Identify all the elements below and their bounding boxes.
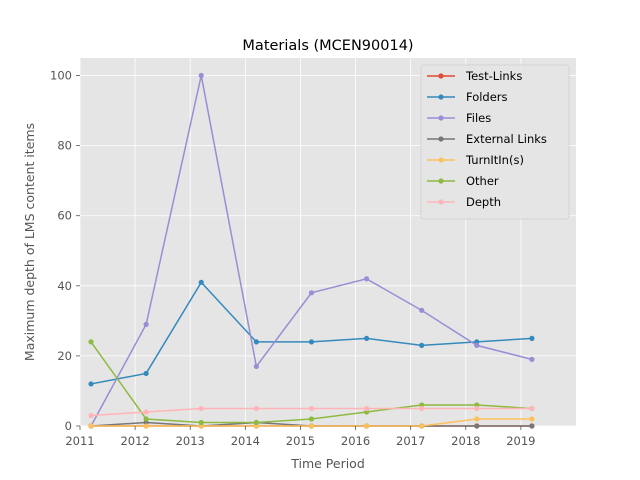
y-tick-label: 40 (57, 279, 72, 293)
series-group (88, 72, 535, 429)
data-point-depth (143, 409, 149, 415)
data-point-files (474, 342, 480, 348)
legend-entry: Files (427, 111, 491, 125)
data-point-files (253, 363, 259, 370)
series-folders (88, 279, 535, 387)
legend-marker (438, 115, 444, 121)
data-point-folders (198, 279, 204, 285)
data-point-files (363, 276, 370, 282)
data-point-depth (529, 405, 535, 412)
legend-entry: External Links (427, 132, 547, 146)
legend-marker (438, 73, 444, 79)
legend-label: External Links (466, 132, 547, 146)
data-point-other (88, 339, 94, 345)
data-point-turnitin-s (529, 416, 535, 422)
x-tick-label: 2016 (341, 434, 370, 448)
data-point-turnitin-s (143, 423, 149, 429)
x-tick-label: 2017 (396, 434, 425, 448)
data-point-folders (253, 339, 259, 345)
legend-entry: Depth (427, 195, 501, 209)
data-point-depth (198, 405, 204, 412)
data-point-folders (363, 335, 370, 341)
data-point-external-links (474, 423, 480, 429)
legend-entry: Other (427, 174, 499, 188)
x-tick-label: 2015 (286, 434, 315, 448)
data-point-folders (308, 339, 315, 345)
x-tick-label: 2018 (451, 434, 480, 448)
legend-label: Files (466, 111, 491, 125)
data-point-folders (529, 335, 535, 341)
series-depth (88, 405, 535, 419)
y-axis-label: Maximum depth of LMS content items (22, 123, 37, 361)
data-point-depth (474, 405, 480, 412)
x-tick-label: 2011 (65, 434, 94, 448)
data-point-depth (308, 405, 315, 412)
data-point-files (143, 321, 149, 327)
data-point-turnitin-s (363, 423, 370, 429)
data-point-other (253, 419, 259, 426)
series-turnitin-s (88, 416, 535, 429)
data-point-other (143, 416, 149, 422)
y-tick-label: 100 (50, 69, 72, 83)
legend-marker (438, 199, 444, 205)
legend-box (420, 64, 570, 220)
x-tick-label: 2012 (120, 434, 149, 448)
legend-entry: Test-Links (427, 69, 522, 83)
x-tick-label: 2019 (506, 434, 535, 448)
data-point-folders (143, 370, 149, 377)
data-point-other (198, 419, 204, 426)
data-point-files (308, 290, 315, 296)
data-point-files (198, 72, 204, 79)
y-tick-label: 0 (65, 419, 72, 433)
legend-entry: TurnItIn(s) (427, 153, 524, 167)
x-tick-label: 2014 (231, 434, 260, 448)
data-point-external-links (529, 423, 535, 429)
legend-marker (438, 94, 444, 100)
data-point-turnitin-s (474, 416, 480, 422)
data-point-turnitin-s (419, 423, 425, 429)
data-point-files (419, 307, 425, 313)
data-point-folders (419, 342, 425, 348)
legend-label: Test-Links (465, 69, 522, 83)
series-files (88, 72, 535, 429)
data-point-turnitin-s (88, 423, 94, 429)
legend-label: Other (466, 174, 499, 188)
y-tick-label: 20 (57, 349, 72, 363)
legend-marker (438, 136, 444, 142)
data-point-files (529, 356, 535, 363)
x-tick-label: 2013 (176, 434, 205, 448)
data-point-folders (88, 381, 94, 387)
data-point-depth (363, 405, 370, 412)
legend-label: Folders (466, 90, 508, 104)
legend-marker (438, 178, 444, 184)
data-point-other (308, 416, 315, 422)
legend-label: Depth (466, 195, 501, 209)
data-point-turnitin-s (308, 423, 315, 429)
legend-entry: Folders (427, 90, 508, 104)
legend-label: TurnItIn(s) (465, 153, 524, 167)
data-point-depth (419, 405, 425, 412)
y-tick-labels: 0 20 40 60 80 100 (50, 69, 80, 433)
legend: Test-Links Folders Files External Links Turn… (420, 64, 570, 220)
data-point-depth (253, 405, 259, 412)
x-axis-label: Time Period (290, 456, 365, 471)
data-point-depth (88, 412, 94, 419)
chart-title: Materials (MCEN90014) (242, 38, 413, 54)
legend-marker (438, 157, 444, 163)
x-tick-labels: 2011 2012 2013 2014 2015 2016 2017 2018 2019 (65, 426, 536, 448)
y-tick-label: 60 (57, 209, 72, 223)
y-tick-label: 80 (57, 139, 72, 153)
